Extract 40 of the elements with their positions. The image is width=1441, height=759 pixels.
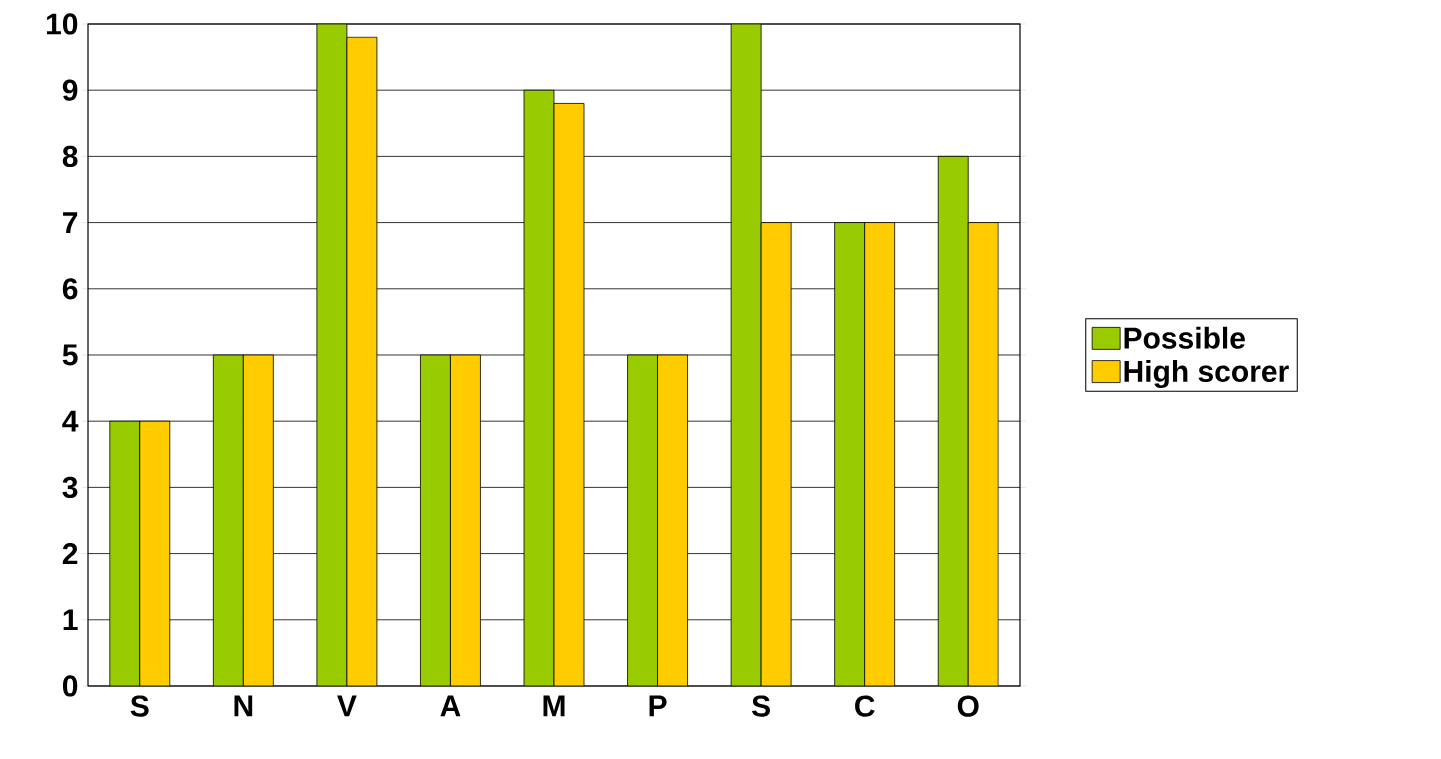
- x-tick-label: P: [649, 695, 667, 717]
- y-tick-label: 7: [63, 212, 78, 233]
- y-tick-label: 1: [63, 609, 78, 631]
- bar: [937, 155, 969, 686]
- bar: [109, 420, 141, 686]
- y-tick-label: 2: [62, 543, 78, 565]
- bar: [242, 354, 274, 686]
- bar: [139, 420, 171, 686]
- bar: [627, 354, 658, 686]
- x-tick-label: O: [957, 695, 979, 717]
- bar: [967, 222, 999, 686]
- x-tick-label: M: [543, 695, 565, 717]
- bar: [834, 222, 866, 686]
- x-tick-label: N: [234, 695, 253, 717]
- bar: [760, 222, 792, 686]
- x-tick-label: C: [855, 695, 875, 717]
- bar: [316, 23, 348, 686]
- x-tick-label: A: [440, 695, 461, 717]
- y-tick-label: 8: [62, 145, 78, 168]
- bar: [657, 354, 688, 686]
- bar: [420, 354, 451, 686]
- legend-label: Possible: [1124, 326, 1245, 349]
- y-tick-label: 4: [62, 410, 79, 432]
- bar: [212, 354, 244, 686]
- y-tick-label: 9: [62, 79, 78, 101]
- y-tick-label: 3: [62, 476, 78, 499]
- y-tick-label: 6: [62, 278, 78, 300]
- y-tick-label: 5: [62, 344, 78, 366]
- x-tick-label: V: [337, 695, 357, 717]
- x-tick-label: S: [751, 695, 770, 717]
- bar: [553, 103, 585, 686]
- y-tick-label: 0: [62, 675, 78, 697]
- y-tick-label: 10: [46, 13, 78, 35]
- bar: [346, 36, 378, 686]
- bar: [730, 23, 762, 686]
- x-tick-label: S: [130, 695, 149, 717]
- bar: [450, 354, 481, 686]
- bar: [523, 89, 555, 686]
- legend-label: High scorer: [1124, 359, 1289, 389]
- bar: [864, 222, 896, 686]
